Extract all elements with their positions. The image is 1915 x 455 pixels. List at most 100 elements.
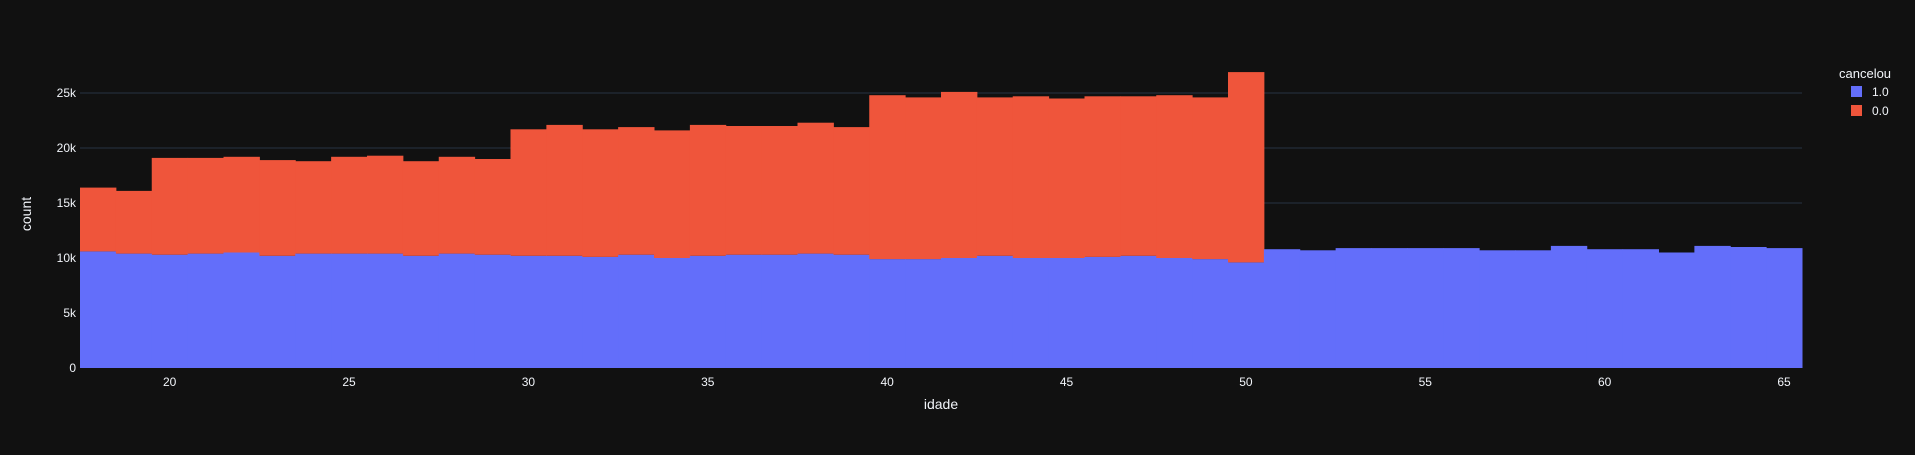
- bar-0.0-38[interactable]: [797, 122, 834, 254]
- bar-0.0-46[interactable]: [1084, 96, 1121, 257]
- bar-1.0-36[interactable]: [725, 254, 763, 368]
- y-tick-label: 0: [69, 361, 76, 375]
- bar-1.0-34[interactable]: [654, 258, 691, 368]
- bar-1.0-40[interactable]: [869, 259, 906, 368]
- bar-0.0-41[interactable]: [905, 97, 942, 260]
- bar-1.0-58[interactable]: [1515, 250, 1552, 368]
- bar-1.0-27[interactable]: [402, 255, 440, 368]
- bar-0.0-27[interactable]: [402, 161, 440, 256]
- bar-1.0-32[interactable]: [582, 256, 619, 368]
- bar-0.0-37[interactable]: [761, 126, 798, 255]
- bar-0.0-48[interactable]: [1156, 95, 1193, 258]
- bar-1.0-38[interactable]: [797, 253, 834, 368]
- bar-0.0-28[interactable]: [438, 156, 476, 254]
- y-tick-label: 10k: [57, 251, 77, 265]
- bar-0.0-36[interactable]: [725, 126, 763, 255]
- bar-1.0-31[interactable]: [546, 255, 583, 368]
- bar-1.0-61[interactable]: [1622, 249, 1659, 368]
- bar-1.0-29[interactable]: [474, 254, 511, 368]
- legend-item-1.0[interactable]: 1.0: [1851, 85, 1889, 99]
- bar-1.0-22[interactable]: [223, 252, 260, 369]
- bar-1.0-43[interactable]: [976, 255, 1014, 368]
- bar-1.0-24[interactable]: [295, 253, 332, 368]
- bar-0.0-31[interactable]: [546, 124, 583, 256]
- bar-1.0-39[interactable]: [833, 254, 870, 368]
- bar-1.0-42[interactable]: [941, 258, 978, 368]
- bar-1.0-28[interactable]: [438, 253, 476, 368]
- legend-item-0.0[interactable]: 0.0: [1851, 104, 1889, 118]
- y-tick-label: 5k: [63, 306, 77, 320]
- y-axis-label: count: [18, 197, 34, 231]
- bar-1.0-48[interactable]: [1156, 258, 1193, 368]
- bar-0.0-29[interactable]: [474, 159, 511, 255]
- bar-1.0-56[interactable]: [1443, 248, 1480, 368]
- bar-1.0-57[interactable]: [1479, 250, 1516, 368]
- bar-0.0-47[interactable]: [1120, 96, 1157, 256]
- bar-1.0-30[interactable]: [510, 255, 547, 368]
- legend-swatch-1.0: [1851, 86, 1862, 97]
- bar-0.0-23[interactable]: [259, 160, 296, 256]
- bar-0.0-19[interactable]: [115, 190, 153, 254]
- bar-1.0-35[interactable]: [689, 255, 727, 368]
- bar-1.0-64[interactable]: [1730, 247, 1767, 368]
- y-tick-label: 25k: [57, 86, 77, 100]
- bar-1.0-25[interactable]: [331, 253, 368, 368]
- bar-1.0-62[interactable]: [1658, 252, 1695, 369]
- x-tick-label: 20: [163, 375, 177, 389]
- bar-0.0-32[interactable]: [582, 129, 619, 257]
- bars: [80, 72, 1803, 368]
- bar-0.0-43[interactable]: [976, 97, 1014, 256]
- bar-1.0-49[interactable]: [1192, 259, 1229, 368]
- bar-1.0-19[interactable]: [115, 253, 153, 368]
- bar-1.0-47[interactable]: [1120, 255, 1157, 368]
- bar-0.0-49[interactable]: [1192, 97, 1229, 260]
- bar-1.0-26[interactable]: [367, 253, 404, 368]
- y-tick-label: 20k: [57, 141, 77, 155]
- legend-label-0.0: 0.0: [1872, 104, 1889, 118]
- bar-1.0-44[interactable]: [1012, 258, 1050, 368]
- bar-1.0-37[interactable]: [761, 254, 798, 368]
- legend-title: cancelou: [1839, 66, 1891, 81]
- bar-1.0-46[interactable]: [1084, 256, 1121, 368]
- bar-0.0-22[interactable]: [223, 156, 260, 253]
- bar-1.0-33[interactable]: [618, 254, 655, 368]
- bar-0.0-39[interactable]: [833, 127, 870, 255]
- bar-0.0-34[interactable]: [654, 130, 691, 258]
- legend-label-1.0: 1.0: [1872, 85, 1889, 99]
- bar-0.0-21[interactable]: [187, 157, 224, 254]
- bar-1.0-51[interactable]: [1263, 249, 1301, 368]
- y-tick-labels: 0 5k 10k 15k 20k 25k: [57, 86, 77, 375]
- bar-1.0-65[interactable]: [1766, 248, 1803, 368]
- x-tick-label: 35: [701, 375, 715, 389]
- bar-1.0-54[interactable]: [1371, 248, 1408, 368]
- bar-0.0-35[interactable]: [689, 124, 727, 256]
- bar-0.0-44[interactable]: [1012, 96, 1050, 258]
- bar-1.0-50[interactable]: [1228, 262, 1265, 368]
- bar-1.0-59[interactable]: [1550, 245, 1588, 368]
- bar-0.0-50[interactable]: [1228, 72, 1265, 263]
- bar-1.0-55[interactable]: [1407, 248, 1444, 368]
- bar-1.0-60[interactable]: [1586, 249, 1624, 368]
- bar-1.0-41[interactable]: [905, 259, 942, 368]
- bar-1.0-53[interactable]: [1335, 248, 1372, 368]
- bar-1.0-20[interactable]: [151, 254, 189, 368]
- bar-0.0-45[interactable]: [1048, 98, 1085, 259]
- bar-1.0-52[interactable]: [1299, 250, 1337, 368]
- bar-1.0-63[interactable]: [1694, 245, 1731, 368]
- bar-0.0-30[interactable]: [510, 129, 547, 256]
- bar-0.0-25[interactable]: [331, 156, 368, 254]
- bar-0.0-18[interactable]: [80, 187, 117, 252]
- legend-swatch-0.0: [1851, 105, 1862, 116]
- bar-1.0-21[interactable]: [187, 253, 224, 368]
- x-tick-label: 50: [1239, 375, 1253, 389]
- bar-0.0-40[interactable]: [869, 95, 906, 260]
- bar-0.0-20[interactable]: [151, 157, 189, 255]
- bar-1.0-18[interactable]: [80, 251, 117, 368]
- bar-0.0-24[interactable]: [295, 161, 332, 254]
- bar-1.0-23[interactable]: [259, 255, 296, 368]
- bar-0.0-42[interactable]: [941, 91, 978, 259]
- bar-0.0-33[interactable]: [618, 127, 655, 255]
- bar-0.0-26[interactable]: [367, 155, 404, 254]
- bar-1.0-45[interactable]: [1048, 258, 1085, 368]
